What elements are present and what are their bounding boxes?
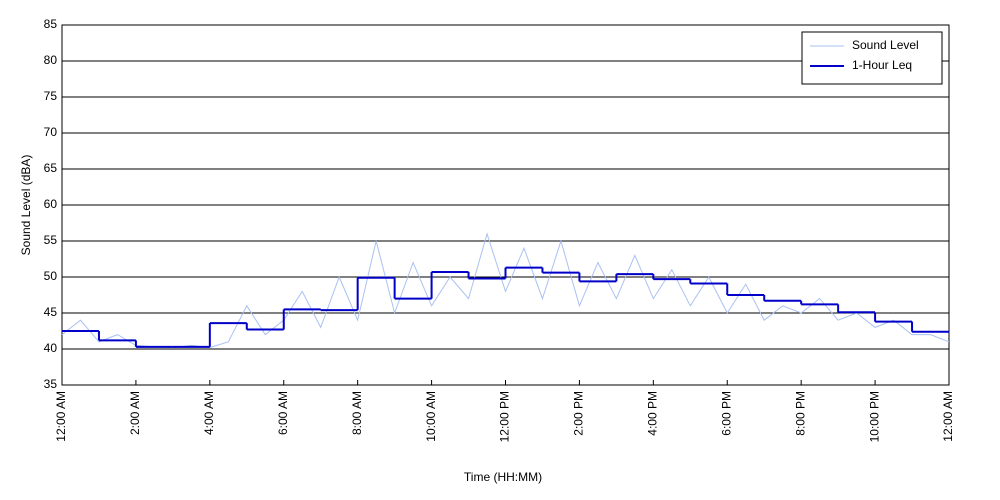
x-tick-label: 8:00 AM <box>350 391 364 435</box>
y-tick-label: 60 <box>44 197 58 211</box>
legend-label: Sound Level <box>852 38 919 52</box>
x-tick-label: 12:00 AM <box>941 391 955 442</box>
y-tick-label: 50 <box>44 269 58 283</box>
legend-box <box>801 31 943 85</box>
x-tick-label: 4:00 PM <box>646 391 660 436</box>
legend-label: 1-Hour Leq <box>852 58 912 72</box>
x-tick-label: 12:00 PM <box>498 391 512 442</box>
x-tick-label: 10:00 AM <box>424 391 438 442</box>
x-tick-label: 8:00 PM <box>793 391 807 436</box>
y-tick-label: 40 <box>44 341 58 355</box>
y-tick-label: 70 <box>44 125 58 139</box>
x-tick-label: 2:00 AM <box>128 391 142 435</box>
y-tick-label: 35 <box>44 377 58 391</box>
x-axis-label: Time (HH:MM) <box>464 470 542 484</box>
x-tick-label: 12:00 AM <box>54 391 68 442</box>
y-tick-label: 85 <box>44 17 58 31</box>
y-tick-label: 80 <box>44 53 58 67</box>
y-tick-label: 65 <box>44 161 58 175</box>
y-tick-label: 55 <box>44 233 58 247</box>
y-tick-label: 75 <box>44 89 58 103</box>
x-tick-label: 6:00 PM <box>719 391 733 436</box>
x-tick-label: 2:00 PM <box>572 391 586 436</box>
x-tick-label: 6:00 AM <box>276 391 290 435</box>
y-tick-label: 45 <box>44 305 58 319</box>
x-tick-label: 4:00 AM <box>202 391 216 435</box>
x-tick-label: 10:00 PM <box>867 391 881 442</box>
y-axis-label: Sound Level (dBA) <box>19 155 33 256</box>
